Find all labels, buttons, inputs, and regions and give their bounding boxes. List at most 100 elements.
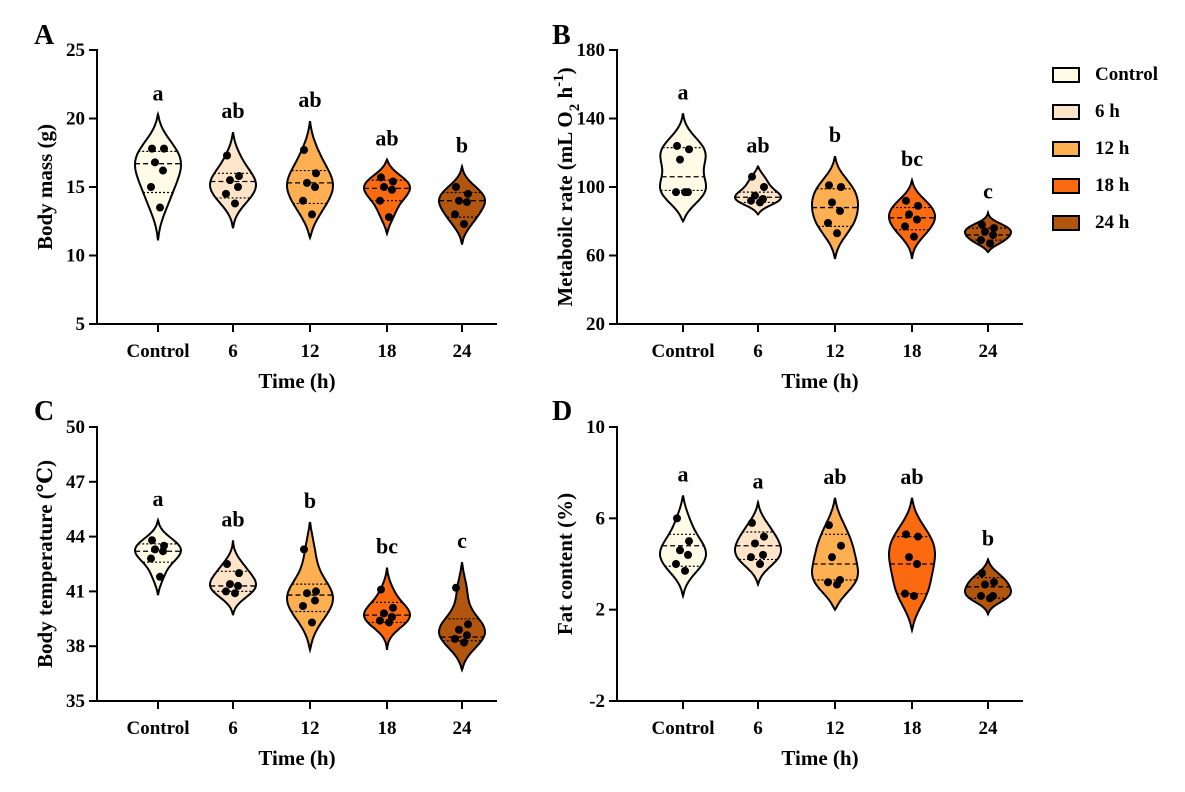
violin-body — [811, 155, 859, 260]
data-point — [223, 151, 231, 160]
data-point — [460, 219, 468, 228]
violin-Control: a — [658, 462, 708, 600]
violin-body — [734, 164, 782, 216]
data-point — [833, 229, 841, 238]
significance-letter: a — [753, 468, 764, 493]
data-point — [231, 199, 239, 208]
data-point — [747, 196, 755, 205]
legend: Control 6 h 12 h 18 h 24 h — [1052, 56, 1158, 241]
significance-letter: a — [153, 486, 164, 511]
data-point — [760, 532, 768, 541]
data-point — [222, 587, 230, 596]
legend-swatch — [1052, 140, 1080, 157]
violin-6: a — [734, 468, 782, 588]
y-tick-label: 15 — [66, 177, 85, 198]
data-point — [380, 609, 388, 618]
violin-12: b — [811, 122, 859, 260]
data-point — [905, 553, 913, 562]
x-tick-label: Control — [652, 718, 715, 739]
data-point — [759, 550, 767, 559]
data-point — [685, 537, 693, 546]
data-point — [160, 144, 168, 153]
data-point — [308, 618, 316, 627]
data-point — [299, 196, 307, 205]
violin-12: b — [285, 488, 335, 654]
x-tick-label: 24 — [979, 718, 999, 739]
x-tick-label: 12 — [301, 718, 320, 739]
data-point — [685, 145, 693, 154]
data-point — [833, 580, 841, 589]
violin-6: ab — [208, 98, 258, 229]
data-point — [385, 618, 393, 627]
significance-letter: b — [982, 525, 994, 550]
data-point — [977, 591, 985, 600]
data-point — [377, 585, 385, 594]
panel-b: 20 60 100 140 180 Control 6 12 18 24 Time (h) Metab… — [551, 40, 1023, 393]
legend-item: 24 h — [1052, 204, 1158, 241]
violin-Control: a — [133, 486, 183, 596]
data-point — [452, 183, 460, 191]
data-point — [828, 553, 836, 562]
data-point — [672, 188, 680, 197]
data-point — [147, 183, 155, 191]
data-point — [385, 213, 393, 222]
data-point — [748, 172, 756, 181]
data-point — [981, 580, 989, 589]
data-point — [837, 541, 845, 550]
data-point — [223, 560, 231, 568]
data-point — [222, 189, 230, 198]
data-point — [234, 581, 242, 590]
data-point — [756, 198, 764, 207]
violin-24: b — [438, 132, 486, 245]
panel-letter-a: A — [34, 20, 55, 51]
data-point — [463, 198, 471, 207]
data-point — [388, 185, 396, 194]
data-point — [828, 198, 836, 207]
data-point — [986, 594, 994, 603]
data-point — [901, 589, 909, 598]
data-point — [825, 521, 833, 530]
panel-c: 35 38 41 44 47 50 Control 6 12 18 24 Time (h) Body t… — [33, 417, 497, 770]
data-point — [234, 183, 242, 191]
y-tick-label: 47 — [66, 472, 86, 493]
data-point — [676, 546, 684, 555]
data-point — [389, 603, 397, 612]
violin-body — [659, 113, 707, 224]
panel-letter-b: B — [552, 20, 571, 51]
data-point — [824, 578, 832, 587]
data-point — [684, 550, 692, 559]
y-axis-title: Body temperature (℃) — [33, 460, 57, 668]
significance-letter: b — [829, 122, 841, 147]
data-point — [902, 196, 910, 205]
significance-letter: ab — [375, 126, 398, 151]
y-axis-title: Body mass (g) — [33, 124, 57, 250]
data-point — [464, 189, 472, 198]
data-point — [300, 545, 308, 554]
violin-body — [363, 567, 411, 651]
y-tick-label: 10 — [66, 246, 85, 267]
data-point — [989, 230, 997, 239]
x-axis-title: Time (h) — [781, 746, 858, 770]
legend-item: 6 h — [1052, 93, 1158, 130]
data-point — [226, 176, 234, 185]
data-point — [747, 553, 755, 562]
x-tick-label: 18 — [903, 718, 922, 739]
data-point — [748, 518, 756, 527]
y-tick-label: 5 — [76, 314, 86, 335]
data-point — [455, 196, 463, 205]
significance-letter: ab — [221, 506, 244, 531]
violin-6: ab — [734, 132, 782, 216]
x-tick-label: 12 — [826, 718, 845, 739]
data-point — [376, 616, 384, 625]
x-tick-label: 18 — [378, 341, 397, 362]
data-point — [464, 620, 472, 629]
significance-letter: a — [153, 80, 164, 105]
violin-12: ab — [811, 464, 859, 612]
legend-item: 12 h — [1052, 130, 1158, 167]
legend-swatch — [1052, 177, 1080, 194]
significance-letter: ab — [221, 98, 244, 123]
data-point — [312, 169, 320, 178]
data-point — [460, 638, 468, 647]
data-point — [913, 215, 921, 224]
